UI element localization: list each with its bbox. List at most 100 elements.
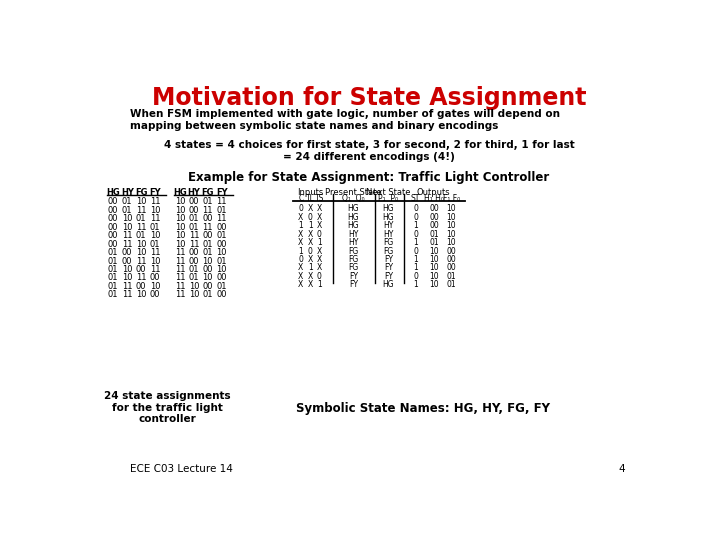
Text: 00: 00 <box>189 256 199 266</box>
Text: 00: 00 <box>189 248 199 257</box>
Text: 10: 10 <box>189 291 199 299</box>
Text: 4 states = 4 choices for first state, 3 for second, 2 for third, 1 for last
= 24: 4 states = 4 choices for first state, 3 … <box>163 140 575 162</box>
Text: 1: 1 <box>298 221 303 230</box>
Text: 01: 01 <box>122 206 132 215</box>
Text: 00: 00 <box>150 273 161 282</box>
Text: 00: 00 <box>108 240 119 248</box>
Text: X: X <box>298 264 303 273</box>
Text: 10: 10 <box>136 240 146 248</box>
Text: 00: 00 <box>217 273 227 282</box>
Text: 00: 00 <box>202 214 213 223</box>
Text: 1: 1 <box>307 221 312 230</box>
Text: 01: 01 <box>202 291 213 299</box>
Text: 10: 10 <box>446 213 456 221</box>
Text: 00: 00 <box>429 204 439 213</box>
Text: X: X <box>317 255 322 264</box>
Text: 01: 01 <box>446 272 456 281</box>
Text: 01: 01 <box>189 214 199 223</box>
Text: HG: HG <box>107 188 120 197</box>
Text: FY: FY <box>216 188 228 197</box>
Text: 10: 10 <box>175 231 185 240</box>
Text: FG: FG <box>348 255 359 264</box>
Text: 11: 11 <box>175 256 185 266</box>
Text: 11: 11 <box>150 197 161 206</box>
Text: 0: 0 <box>413 247 418 255</box>
Text: 00: 00 <box>108 231 119 240</box>
Text: X: X <box>317 264 322 273</box>
Text: 10: 10 <box>446 238 456 247</box>
Text: 10: 10 <box>175 197 185 206</box>
Text: 11: 11 <box>202 222 213 232</box>
Text: 00: 00 <box>446 255 456 264</box>
Text: 10: 10 <box>429 272 439 281</box>
Text: TS: TS <box>315 194 324 203</box>
Text: FY: FY <box>349 280 358 289</box>
Text: FG: FG <box>348 247 359 255</box>
Text: 0: 0 <box>307 247 312 255</box>
Text: 01: 01 <box>189 222 199 232</box>
Text: 10: 10 <box>122 265 132 274</box>
Text: 0: 0 <box>413 230 418 239</box>
Text: 00: 00 <box>122 248 132 257</box>
Text: When FSM implemented with gate logic, number of gates will depend on
mapping bet: When FSM implemented with gate logic, nu… <box>130 110 560 131</box>
Text: 11: 11 <box>150 265 161 274</box>
Text: 00: 00 <box>108 197 119 206</box>
Text: 00: 00 <box>217 291 227 299</box>
Text: 00: 00 <box>189 206 199 215</box>
Text: X: X <box>317 247 322 255</box>
Text: 01: 01 <box>108 273 119 282</box>
Text: FY: FY <box>349 272 358 281</box>
Text: 10: 10 <box>446 204 456 213</box>
Text: FY: FY <box>384 272 393 281</box>
Text: 01: 01 <box>108 291 119 299</box>
Text: HG: HG <box>382 213 394 221</box>
Text: 1: 1 <box>413 280 418 289</box>
Text: HY: HY <box>121 188 134 197</box>
Text: 01: 01 <box>217 282 227 291</box>
Text: 00: 00 <box>446 247 456 255</box>
Text: 11: 11 <box>175 282 185 291</box>
Text: 01: 01 <box>150 222 161 232</box>
Text: 11: 11 <box>175 265 185 274</box>
Text: 11: 11 <box>122 231 132 240</box>
Text: HY: HY <box>348 238 359 247</box>
Text: 01: 01 <box>217 206 227 215</box>
Text: 1: 1 <box>413 221 418 230</box>
Text: HG: HG <box>348 213 359 221</box>
Text: 11: 11 <box>150 248 161 257</box>
Text: 11: 11 <box>189 240 199 248</box>
Text: 11: 11 <box>217 214 227 223</box>
Text: 10: 10 <box>175 240 185 248</box>
Text: 01: 01 <box>189 265 199 274</box>
Text: 00: 00 <box>136 265 146 274</box>
Text: 11: 11 <box>136 273 146 282</box>
Text: FY: FY <box>384 255 393 264</box>
Text: HG: HG <box>348 204 359 213</box>
Text: 00: 00 <box>217 222 227 232</box>
Text: 10: 10 <box>217 248 227 257</box>
Text: FY: FY <box>384 264 393 273</box>
Text: 01: 01 <box>189 273 199 282</box>
Text: ST: ST <box>411 194 420 203</box>
Text: 00: 00 <box>217 240 227 248</box>
Text: 01: 01 <box>122 197 132 206</box>
Text: 10: 10 <box>150 206 161 215</box>
Text: F₁ F₀: F₁ F₀ <box>443 194 460 203</box>
Text: 10: 10 <box>122 214 132 223</box>
Text: 10: 10 <box>136 291 146 299</box>
Text: 10: 10 <box>122 222 132 232</box>
Text: 10: 10 <box>429 255 439 264</box>
Text: 11: 11 <box>175 291 185 299</box>
Text: 1: 1 <box>413 255 418 264</box>
Text: 01: 01 <box>202 240 213 248</box>
Text: 00: 00 <box>429 213 439 221</box>
Text: 01: 01 <box>429 238 439 247</box>
Text: X: X <box>307 204 312 213</box>
Text: 00: 00 <box>202 265 213 274</box>
Text: Motivation for State Assignment: Motivation for State Assignment <box>152 86 586 110</box>
Text: HY: HY <box>187 188 200 197</box>
Text: 11: 11 <box>122 240 132 248</box>
Text: HY: HY <box>383 230 394 239</box>
Text: 10: 10 <box>136 248 146 257</box>
Text: 1: 1 <box>413 264 418 273</box>
